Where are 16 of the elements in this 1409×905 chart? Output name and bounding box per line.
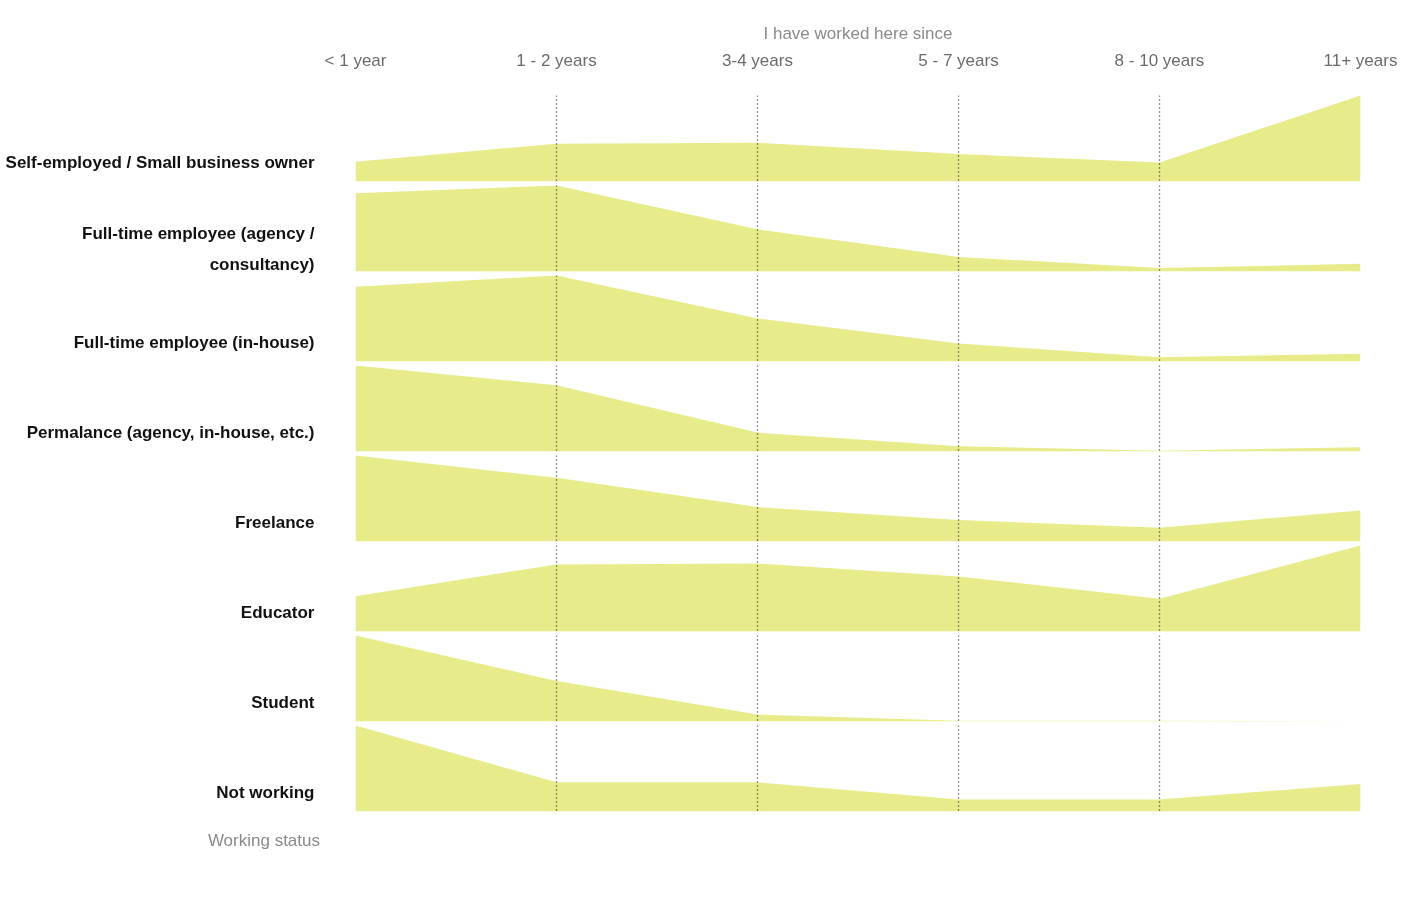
x-tick-label: 5 - 7 years xyxy=(918,50,999,70)
y-axis-title: Educator xyxy=(240,603,315,623)
x-tick-label: 1 - 2 years xyxy=(516,50,597,70)
y-axis-title: Self-employed / Small business owner xyxy=(5,153,315,173)
x-tick-label: < 1 year xyxy=(324,50,387,70)
x-tick-label: 11+ years xyxy=(1323,50,1398,70)
y-axis-title: Freelance xyxy=(235,513,315,533)
y-axis-title: Not working xyxy=(216,783,315,803)
x-tick-label: 8 - 10 years xyxy=(1114,50,1205,70)
y-axis-title: Student xyxy=(251,693,315,713)
x-tick-label: 3-4 years xyxy=(722,50,793,70)
y-axis-title: Full-time employee (agency / consultancy) xyxy=(82,224,315,274)
y-axis-title: Permalance (agency, in-house, etc.) xyxy=(26,423,315,443)
y-axis-title: Full-time employee (in-house) xyxy=(73,333,315,353)
x-axis-title: I have worked here since xyxy=(763,23,953,43)
text: Working status xyxy=(207,830,320,852)
